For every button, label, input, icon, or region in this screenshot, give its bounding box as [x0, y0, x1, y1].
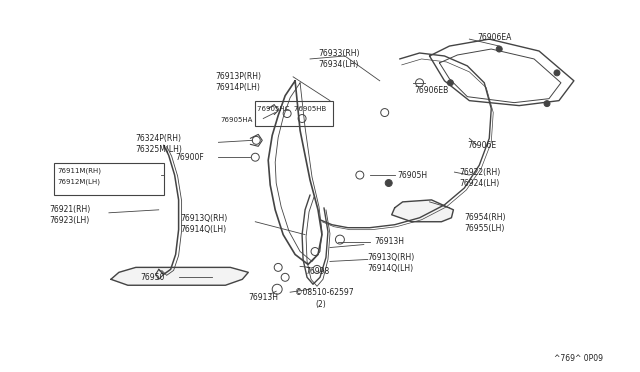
Polygon shape [111, 267, 248, 285]
Circle shape [544, 101, 550, 107]
Text: 76934(LH): 76934(LH) [318, 60, 358, 70]
Text: 76905H: 76905H [397, 171, 428, 180]
Text: 76913Q(RH): 76913Q(RH) [368, 253, 415, 262]
Text: 76950: 76950 [141, 273, 165, 282]
Text: 76924(LH): 76924(LH) [460, 179, 500, 187]
Text: 76913Q(RH): 76913Q(RH) [180, 214, 228, 223]
Circle shape [447, 80, 453, 86]
Text: 76914Q(LH): 76914Q(LH) [180, 225, 227, 234]
Text: 76324P(RH): 76324P(RH) [136, 134, 182, 143]
Text: 76913H: 76913H [375, 237, 404, 246]
Text: 76998: 76998 [305, 267, 330, 276]
Text: 76906E: 76906E [467, 141, 497, 150]
Text: 76922(RH): 76922(RH) [460, 168, 500, 177]
Text: 76913P(RH): 76913P(RH) [216, 72, 262, 81]
Text: 76913H: 76913H [248, 293, 278, 302]
Text: 76912M(LH): 76912M(LH) [57, 179, 100, 185]
Text: 76921(RH): 76921(RH) [49, 205, 90, 214]
Text: ©08510-62597: ©08510-62597 [295, 288, 354, 297]
Text: 76325M(LH): 76325M(LH) [136, 145, 182, 154]
Text: 76933(RH): 76933(RH) [318, 49, 360, 58]
Text: 76914Q(LH): 76914Q(LH) [368, 264, 414, 273]
Text: 76905HA: 76905HA [220, 118, 253, 124]
Text: ^769^ 0P09: ^769^ 0P09 [554, 354, 603, 363]
Text: 76914P(LH): 76914P(LH) [216, 83, 260, 92]
Text: 76955(LH): 76955(LH) [465, 224, 505, 233]
Bar [255, 101, 333, 126]
Text: (2): (2) [315, 299, 326, 309]
Circle shape [385, 180, 392, 186]
Bar [54, 163, 164, 195]
Polygon shape [392, 200, 453, 222]
Text: 76954(RH): 76954(RH) [465, 213, 506, 222]
Text: 76906EA: 76906EA [477, 33, 512, 42]
Circle shape [554, 70, 560, 76]
Text: 76905HC  76905HB: 76905HC 76905HB [257, 106, 326, 112]
Text: 76906EB: 76906EB [415, 86, 449, 95]
Text: 76911M(RH): 76911M(RH) [57, 168, 101, 174]
Circle shape [496, 46, 502, 52]
Text: 76923(LH): 76923(LH) [49, 216, 90, 225]
Text: 76900F: 76900F [175, 153, 204, 162]
